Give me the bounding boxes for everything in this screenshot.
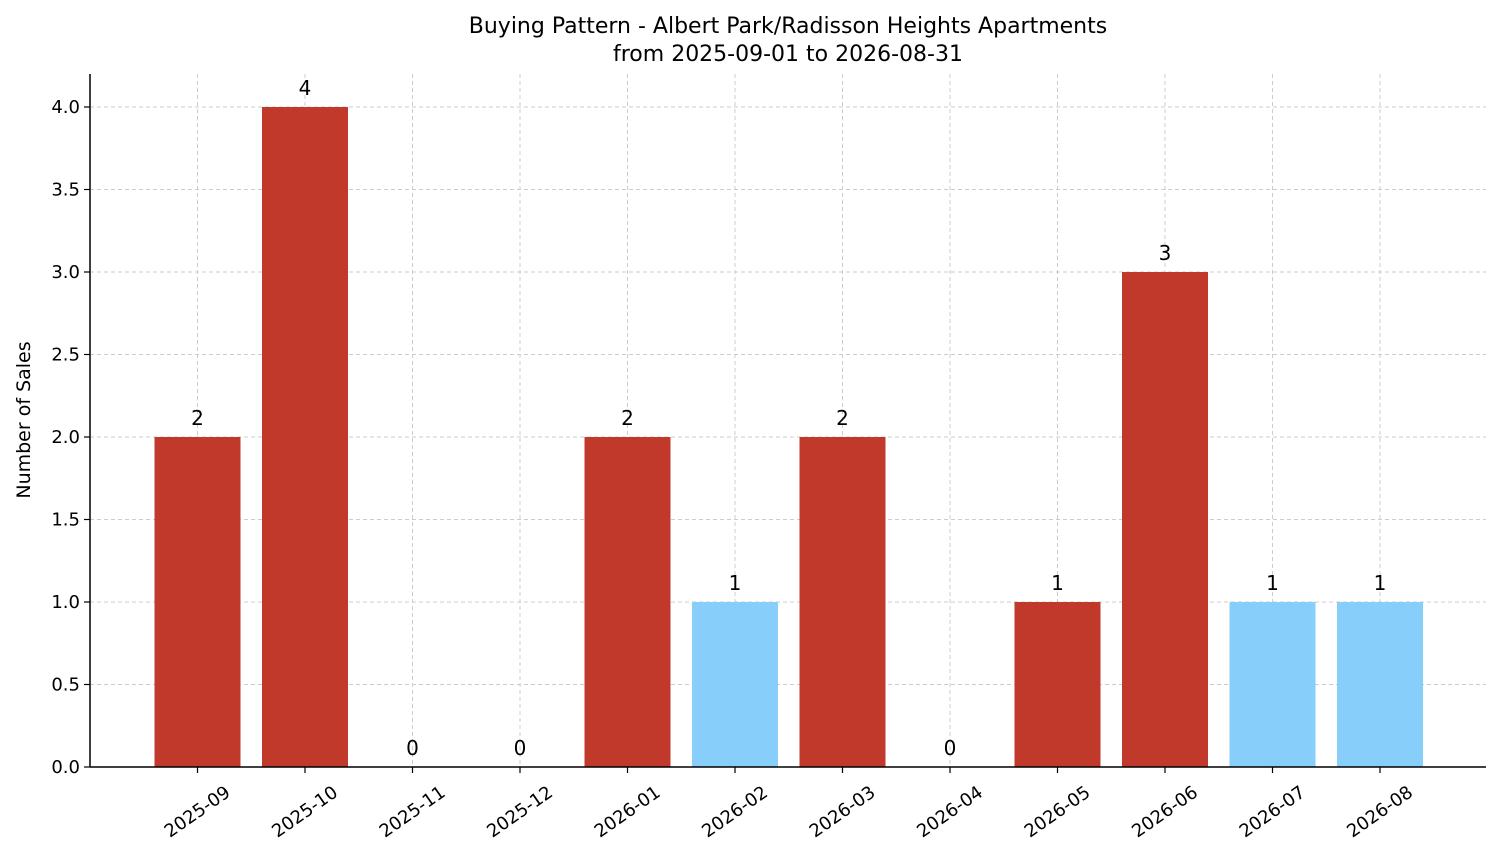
x-axis-ticks: 2025-09 2025-10 2025-11 2025-12 2026-01 2026-… [161,767,1417,842]
bar-value-label: 1 [1266,571,1279,595]
x-tick-label: 2026-06 [1128,782,1202,842]
bar-value-label: 4 [299,76,312,100]
x-tick-label: 2026-03 [806,782,880,842]
chart-subtitle: from 2025-09-01 to 2026-08-31 [613,42,963,67]
y-tick-label: 4.0 [51,97,80,118]
y-tick-label: 2.0 [51,427,80,448]
bar-2026-05 [1014,602,1101,767]
bar-2026-01 [584,437,671,767]
bar-value-label: 1 [1374,571,1387,595]
y-tick-label: 1.5 [51,510,80,531]
bar-value-label: 2 [836,406,849,430]
bar-2026-02 [692,602,778,767]
x-tick-label: 2025-10 [268,782,342,842]
bar-2026-03 [799,437,886,767]
y-axis-label: Number of Sales [13,341,35,498]
bar-2026-08 [1337,602,1423,767]
bar-2025-09 [154,437,241,767]
x-tick-label: 2026-02 [698,782,772,842]
chart-title: Buying Pattern - Albert Park/Radisson He… [469,14,1107,39]
bar-2026-06 [1122,272,1208,767]
y-tick-label: 0.0 [51,757,80,778]
x-tick-label: 2026-07 [1236,782,1310,842]
bar-value-label: 1 [729,571,742,595]
y-axis-ticks: 0.0 0.5 1.0 1.5 2.0 2.5 3.0 3.5 4.0 [51,97,90,778]
x-tick-label: 2025-12 [483,782,557,842]
bar-value-label: 2 [621,406,634,430]
bars [154,107,1423,767]
y-tick-label: 1.0 [51,592,80,613]
x-tick-label: 2026-01 [591,782,665,842]
y-tick-label: 3.5 [51,180,80,201]
bar-value-label: 2 [191,406,204,430]
bar-value-labels: 2 4 0 0 2 1 2 0 1 3 1 1 [191,76,1386,760]
x-tick-label: 2026-05 [1021,782,1095,842]
bar-value-label: 1 [1051,571,1064,595]
x-tick-label: 2025-11 [376,782,450,842]
bar-value-label: 3 [1159,241,1172,265]
bar-value-label: 0 [944,736,957,760]
y-tick-label: 0.5 [51,675,80,696]
x-tick-label: 2026-08 [1343,782,1417,842]
y-tick-label: 3.0 [51,262,80,283]
bar-value-label: 0 [406,736,419,760]
y-tick-label: 2.5 [51,345,80,366]
bar-2025-10 [262,107,348,767]
bar-value-label: 0 [514,736,527,760]
x-tick-label: 2026-04 [913,782,987,842]
x-tick-label: 2025-09 [161,782,235,842]
bar-2026-07 [1229,602,1316,767]
